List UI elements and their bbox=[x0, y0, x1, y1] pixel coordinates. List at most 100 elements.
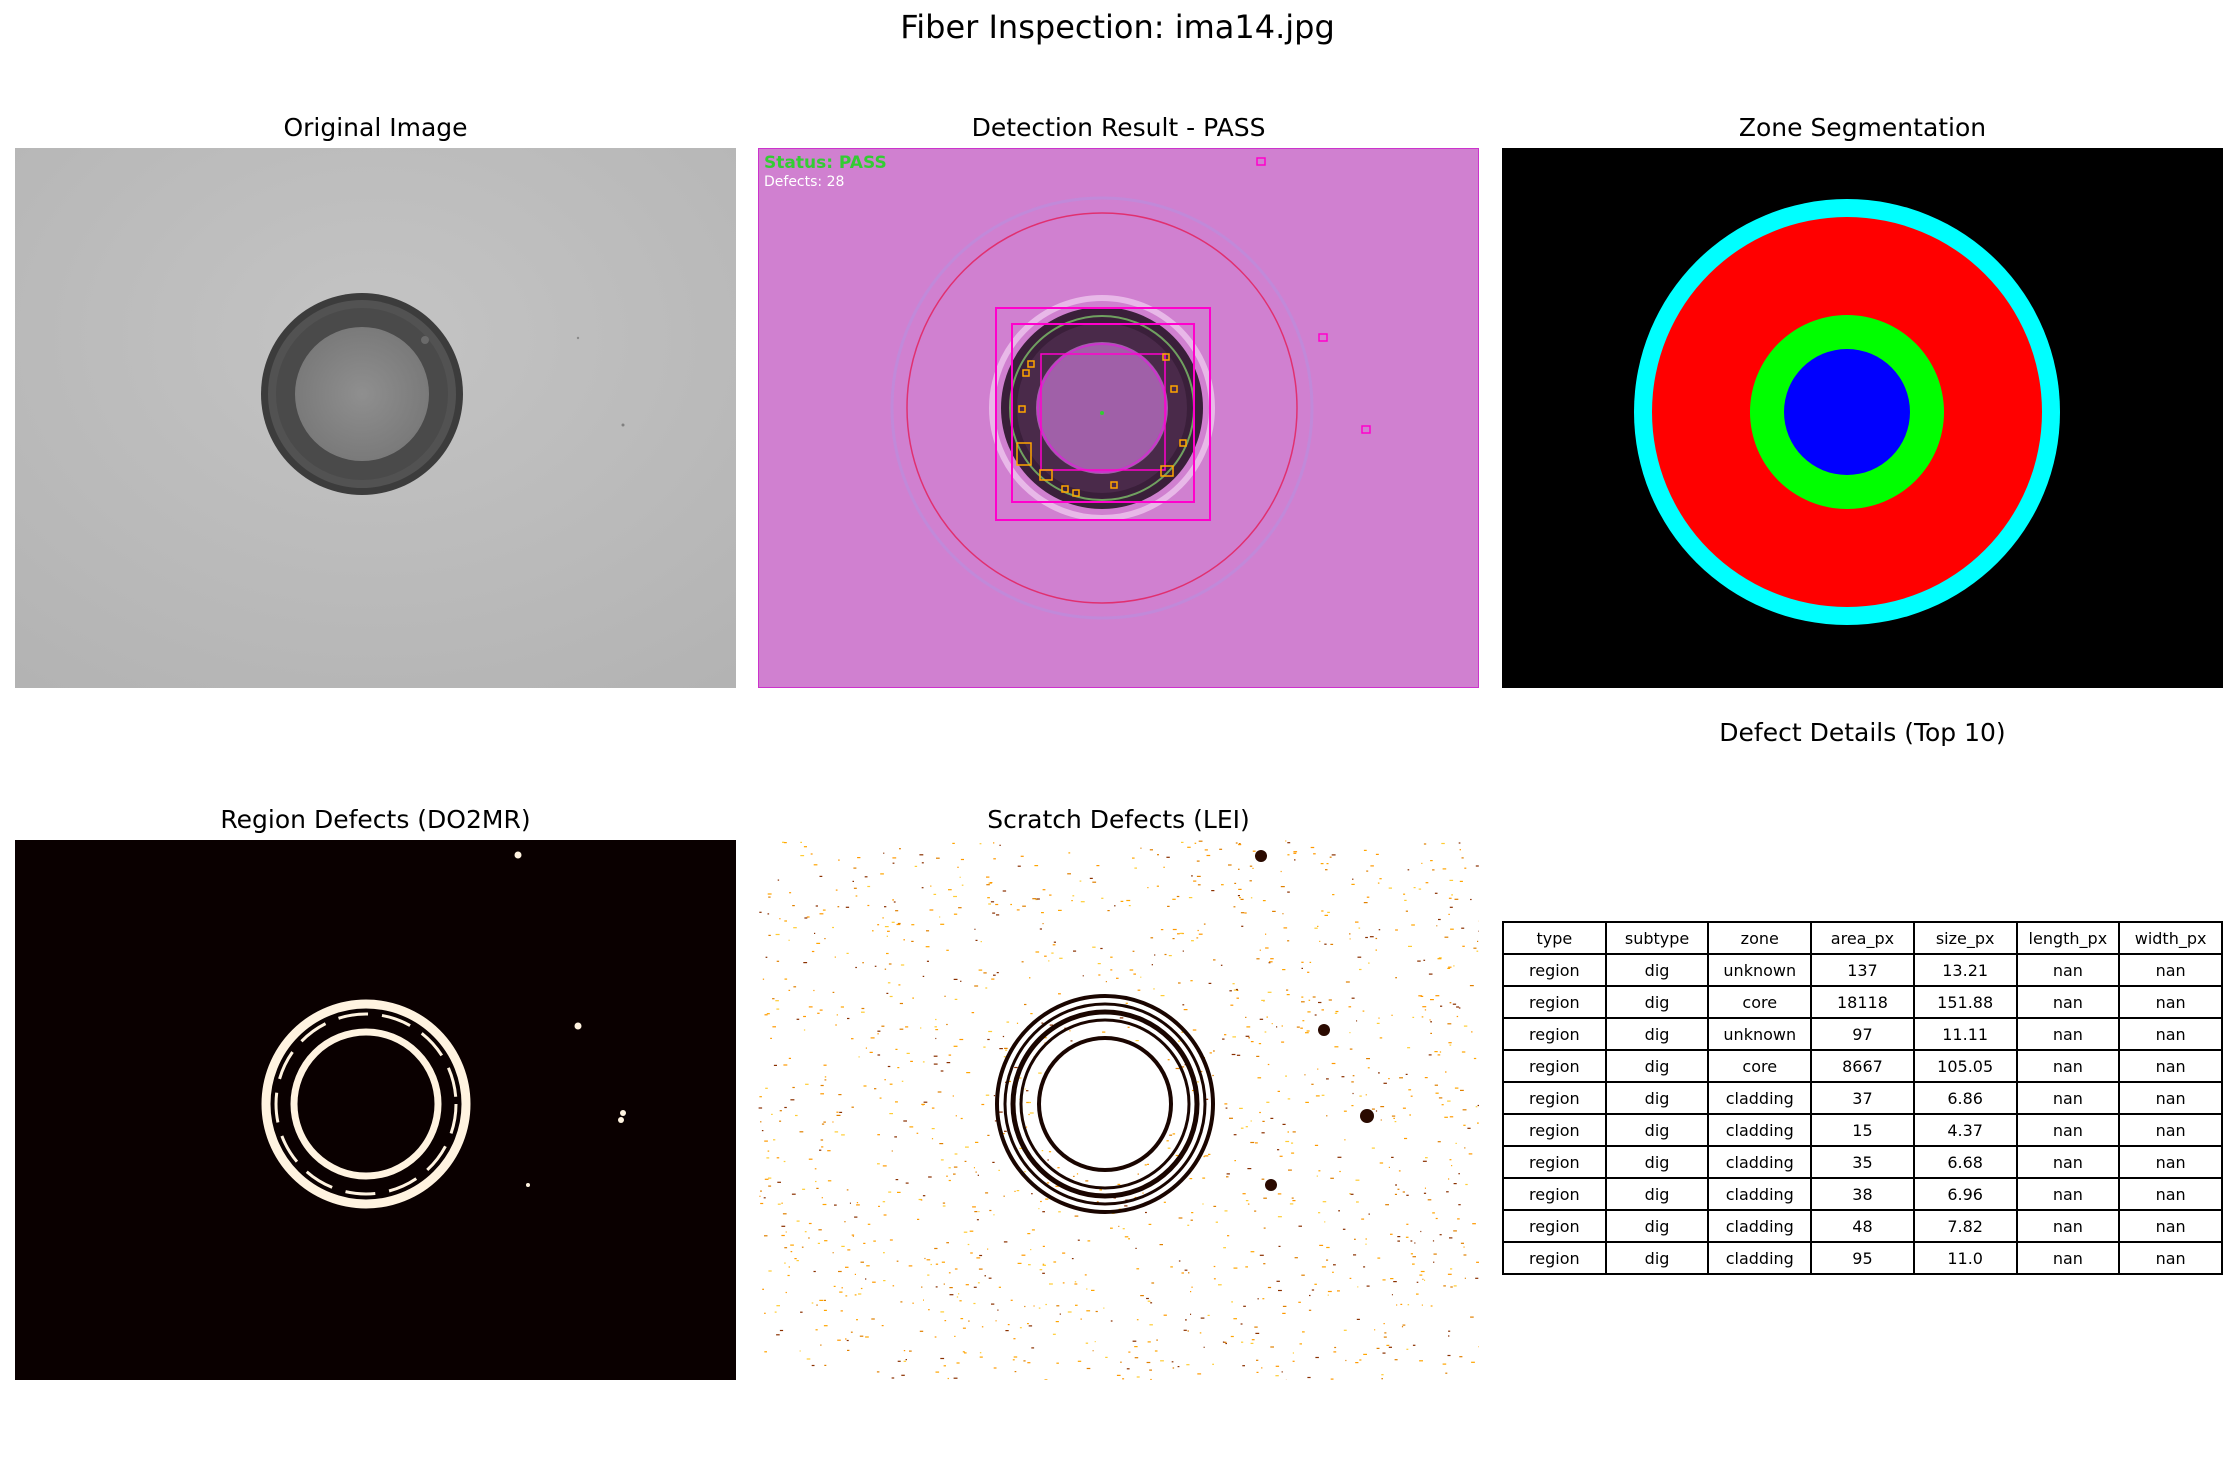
table-cell: 37 bbox=[1810, 1081, 1915, 1115]
status-label: Status: PASS bbox=[764, 153, 887, 173]
table-cell: dig bbox=[1604, 1241, 1710, 1275]
table-cell: nan bbox=[2118, 1081, 2223, 1115]
table-cell: 97 bbox=[1810, 1017, 1915, 1051]
table-cell: dig bbox=[1604, 1017, 1710, 1051]
table-cell: nan bbox=[2118, 1177, 2223, 1211]
table-header-cell: size_px bbox=[1912, 921, 2018, 955]
defect-details-table: type subtype zone area_px size_px length_px wi… bbox=[1502, 921, 2223, 1275]
table-cell: 35 bbox=[1810, 1145, 1915, 1179]
table-cell: nan bbox=[2118, 1113, 2223, 1147]
scratch-defects-image bbox=[758, 840, 1479, 1380]
table-cell: cladding bbox=[1707, 1209, 1813, 1243]
table-cell: 15 bbox=[1810, 1113, 1915, 1147]
table-cell: 38 bbox=[1810, 1177, 1915, 1211]
table-cell: 13.21 bbox=[1912, 953, 2018, 987]
table-header-cell: width_px bbox=[2118, 921, 2223, 955]
table-row: region dig cladding 15 4.37 nan nan bbox=[1502, 1113, 2223, 1147]
table-cell: region bbox=[1502, 1177, 1607, 1211]
defect-count-label: Defects: 28 bbox=[764, 174, 844, 190]
table-header-cell: zone bbox=[1707, 921, 1813, 955]
table-cell: dig bbox=[1604, 1113, 1710, 1147]
table-cell: 95 bbox=[1810, 1241, 1915, 1275]
table-cell: 105.05 bbox=[1912, 1049, 2018, 1083]
table-cell: core bbox=[1707, 985, 1813, 1019]
table-cell: 6.86 bbox=[1912, 1081, 2018, 1115]
region-defects-image bbox=[15, 840, 736, 1380]
table-cell: 8667 bbox=[1810, 1049, 1915, 1083]
table-cell: nan bbox=[2015, 1241, 2121, 1275]
zone-segmentation-title: Zone Segmentation bbox=[1738, 113, 1987, 142]
table-header-cell: length_px bbox=[2015, 921, 2121, 955]
table-cell: region bbox=[1502, 1017, 1607, 1051]
table-cell: 48 bbox=[1810, 1209, 1915, 1243]
table-cell: region bbox=[1502, 1049, 1607, 1083]
table-cell: region bbox=[1502, 1113, 1607, 1147]
table-cell: nan bbox=[2118, 953, 2223, 987]
table-cell: nan bbox=[2015, 1209, 2121, 1243]
table-cell: region bbox=[1502, 1209, 1607, 1243]
table-cell: dig bbox=[1604, 1049, 1710, 1083]
table-row: region dig cladding 95 11.0 nan nan bbox=[1502, 1241, 2223, 1275]
table-cell: dig bbox=[1604, 1209, 1710, 1243]
table-cell: nan bbox=[2015, 1081, 2121, 1115]
table-cell: 6.68 bbox=[1912, 1145, 2018, 1179]
detection-result-image: Status: PASS Defects: 28 bbox=[758, 148, 1479, 688]
figure-title: Fiber Inspection: ima14.jpg bbox=[900, 8, 1335, 46]
table-cell: 18118 bbox=[1810, 985, 1915, 1019]
table-cell: nan bbox=[2015, 1145, 2121, 1179]
table-cell: dig bbox=[1604, 1145, 1710, 1179]
table-cell: 11.0 bbox=[1912, 1241, 2018, 1275]
table-cell: nan bbox=[2015, 953, 2121, 987]
table-cell: region bbox=[1502, 1241, 1607, 1275]
table-cell: dig bbox=[1604, 953, 1710, 987]
table-cell: cladding bbox=[1707, 1081, 1813, 1115]
table-cell: core bbox=[1707, 1049, 1813, 1083]
region-defects-title: Region Defects (DO2MR) bbox=[220, 805, 531, 834]
table-cell: cladding bbox=[1707, 1177, 1813, 1211]
table-row: region dig core 18118 151.88 nan nan bbox=[1502, 985, 2223, 1019]
table-cell: nan bbox=[2118, 1017, 2223, 1051]
defect-table-title: Defect Details (Top 10) bbox=[1719, 718, 2006, 747]
table-cell: nan bbox=[2118, 1145, 2223, 1179]
table-row: region dig cladding 37 6.86 nan nan bbox=[1502, 1081, 2223, 1115]
table-cell: region bbox=[1502, 953, 1607, 987]
table-cell: cladding bbox=[1707, 1145, 1813, 1179]
table-cell: nan bbox=[2015, 985, 2121, 1019]
table-row: region dig core 8667 105.05 nan nan bbox=[1502, 1049, 2223, 1083]
table-cell: region bbox=[1502, 1081, 1607, 1115]
table-row: region dig unknown 137 13.21 nan nan bbox=[1502, 953, 2223, 987]
table-row: region dig cladding 48 7.82 nan nan bbox=[1502, 1209, 2223, 1243]
table-cell: nan bbox=[2118, 985, 2223, 1019]
table-header-cell: subtype bbox=[1604, 921, 1710, 955]
original-image-title: Original Image bbox=[283, 113, 468, 142]
zone-segmentation-image bbox=[1502, 148, 2223, 688]
table-cell: cladding bbox=[1707, 1241, 1813, 1275]
table-cell: 4.37 bbox=[1912, 1113, 2018, 1147]
table-cell: dig bbox=[1604, 985, 1710, 1019]
original-image bbox=[15, 148, 736, 688]
table-cell: nan bbox=[2118, 1049, 2223, 1083]
table-cell: nan bbox=[2015, 1177, 2121, 1211]
table-cell: unknown bbox=[1707, 953, 1813, 987]
table-cell: nan bbox=[2118, 1241, 2223, 1275]
table-cell: dig bbox=[1604, 1081, 1710, 1115]
table-row: region dig cladding 38 6.96 nan nan bbox=[1502, 1177, 2223, 1211]
table-cell: region bbox=[1502, 1145, 1607, 1179]
table-cell: nan bbox=[2118, 1209, 2223, 1243]
table-cell: dig bbox=[1604, 1177, 1710, 1211]
table-cell: 6.96 bbox=[1912, 1177, 2018, 1211]
table-cell: nan bbox=[2015, 1049, 2121, 1083]
detection-result-title: Detection Result - PASS bbox=[971, 113, 1266, 142]
table-cell: cladding bbox=[1707, 1113, 1813, 1147]
table-cell: nan bbox=[2015, 1113, 2121, 1147]
table-row: region dig cladding 35 6.68 nan nan bbox=[1502, 1145, 2223, 1179]
table-cell: 137 bbox=[1810, 953, 1915, 987]
table-cell: 11.11 bbox=[1912, 1017, 2018, 1051]
table-cell: unknown bbox=[1707, 1017, 1813, 1051]
table-header-cell: type bbox=[1502, 921, 1607, 955]
table-cell: 7.82 bbox=[1912, 1209, 2018, 1243]
scratch-defects-title: Scratch Defects (LEI) bbox=[987, 805, 1250, 834]
table-header-row: type subtype zone area_px size_px length_px wi… bbox=[1502, 921, 2223, 955]
table-cell: region bbox=[1502, 985, 1607, 1019]
table-cell: nan bbox=[2015, 1017, 2121, 1051]
